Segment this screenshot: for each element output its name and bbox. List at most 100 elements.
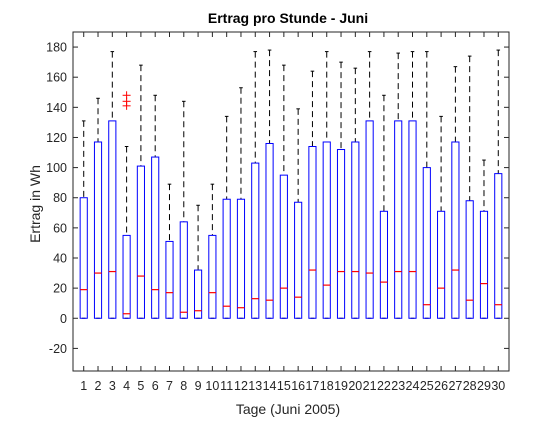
box xyxy=(136,165,145,319)
y-tick-label: 60 xyxy=(53,221,67,235)
x-tick-label: 11 xyxy=(220,379,233,393)
box-day-9 xyxy=(194,204,203,319)
x-tick-label: 13 xyxy=(248,379,262,393)
box-day-20 xyxy=(351,67,360,319)
x-tick-label: 9 xyxy=(195,379,202,393)
box xyxy=(236,198,246,319)
box-day-13 xyxy=(251,51,260,319)
box xyxy=(336,149,346,319)
box xyxy=(265,142,274,319)
box-day-23 xyxy=(394,52,403,319)
box xyxy=(151,156,160,319)
x-tick-label: 6 xyxy=(152,379,159,393)
x-tick-label: 19 xyxy=(334,379,348,393)
x-tick-label: 28 xyxy=(463,379,477,393)
box-day-7 xyxy=(165,183,174,319)
x-tick-label: 4 xyxy=(123,379,130,393)
x-tick-label: 15 xyxy=(277,379,291,393)
x-tick-label: 5 xyxy=(137,379,144,393)
box-day-16 xyxy=(294,108,303,319)
box xyxy=(279,174,288,319)
box xyxy=(165,240,174,319)
box-day-4 xyxy=(122,91,131,319)
x-tick-label: 20 xyxy=(348,379,362,393)
x-axis-title: Tage (Juni 2005) xyxy=(236,401,340,417)
x-tick-label: 30 xyxy=(491,379,505,393)
axes-frame xyxy=(72,31,510,372)
box-day-17 xyxy=(308,70,317,319)
box xyxy=(222,198,231,319)
box-day-21 xyxy=(365,51,374,319)
box xyxy=(351,141,360,319)
x-tick-label: 3 xyxy=(109,379,116,393)
box xyxy=(79,197,88,319)
x-tick-label: 23 xyxy=(391,379,405,393)
box xyxy=(208,234,217,319)
y-tick-label: 0 xyxy=(60,312,67,326)
x-tick-label: 26 xyxy=(434,379,448,393)
box-day-25 xyxy=(422,51,431,319)
box-day-28 xyxy=(465,55,474,319)
y-tick-label: 40 xyxy=(53,252,67,266)
x-tick-label: 29 xyxy=(477,379,491,393)
box-day-26 xyxy=(437,115,446,319)
y-tick-label: 180 xyxy=(46,41,67,55)
box-day-8 xyxy=(179,100,188,319)
x-tick-label: 1 xyxy=(80,379,87,393)
box xyxy=(308,146,317,319)
x-tick-label: 16 xyxy=(291,379,305,393)
y-axis-title: Ertrag in Wh xyxy=(27,165,43,243)
box xyxy=(365,120,374,319)
x-tick-label: 2 xyxy=(95,379,102,393)
box-day-3 xyxy=(108,51,117,319)
box xyxy=(437,210,446,319)
y-tick-label: 120 xyxy=(46,131,67,145)
y-tick-label: 80 xyxy=(53,191,67,205)
box-day-6 xyxy=(151,94,160,319)
x-tick-label: 7 xyxy=(166,379,173,393)
box xyxy=(422,167,431,319)
box xyxy=(179,221,188,319)
box xyxy=(379,210,388,319)
x-tick-label: 8 xyxy=(180,379,187,393)
box-day-30 xyxy=(494,49,503,319)
x-tick-label: 25 xyxy=(420,379,434,393)
x-tick-label: 10 xyxy=(205,379,219,393)
x-tick-label: 17 xyxy=(305,379,319,393)
chart-title: Ertrag pro Stunde - Juni xyxy=(208,10,368,26)
box xyxy=(93,141,103,319)
box-day-27 xyxy=(451,66,460,319)
box xyxy=(251,162,260,319)
x-tick-label: 21 xyxy=(363,379,377,393)
box-day-19 xyxy=(336,61,346,319)
box-day-5 xyxy=(136,64,145,319)
box-day-10 xyxy=(208,183,217,319)
box-day-24 xyxy=(408,51,417,319)
box xyxy=(194,269,203,319)
box xyxy=(465,200,474,319)
x-tick-label: 24 xyxy=(406,379,420,393)
x-tick-label: 22 xyxy=(377,379,391,393)
box-day-14 xyxy=(265,49,274,319)
box xyxy=(322,141,331,319)
x-tick-label: 14 xyxy=(263,379,277,393)
box xyxy=(108,120,117,319)
x-tick-label: 12 xyxy=(234,379,248,393)
box-day-1 xyxy=(79,120,88,319)
box xyxy=(294,201,303,319)
box-day-11 xyxy=(222,115,231,319)
y-tick-label: -20 xyxy=(49,342,67,356)
box xyxy=(494,173,503,319)
y-tick-label: 140 xyxy=(46,101,67,115)
y-tick-label: 20 xyxy=(53,282,67,296)
box-day-2 xyxy=(93,97,103,319)
box-day-12 xyxy=(236,87,246,319)
box-day-18 xyxy=(322,51,331,319)
box-day-29 xyxy=(479,159,489,319)
box xyxy=(451,141,460,319)
box xyxy=(122,234,131,319)
x-tick-label: 18 xyxy=(320,379,334,393)
box xyxy=(479,210,489,319)
